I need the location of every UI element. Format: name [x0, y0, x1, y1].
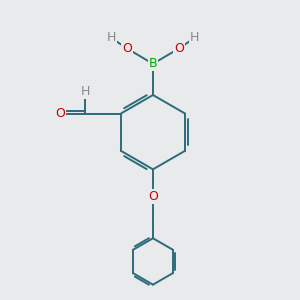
Text: O: O [122, 42, 132, 55]
Text: H: H [107, 32, 116, 44]
Text: H: H [80, 85, 90, 98]
Text: B: B [149, 57, 157, 70]
Text: O: O [148, 190, 158, 202]
Text: O: O [174, 42, 184, 55]
Text: O: O [55, 107, 65, 120]
Text: H: H [190, 32, 199, 44]
